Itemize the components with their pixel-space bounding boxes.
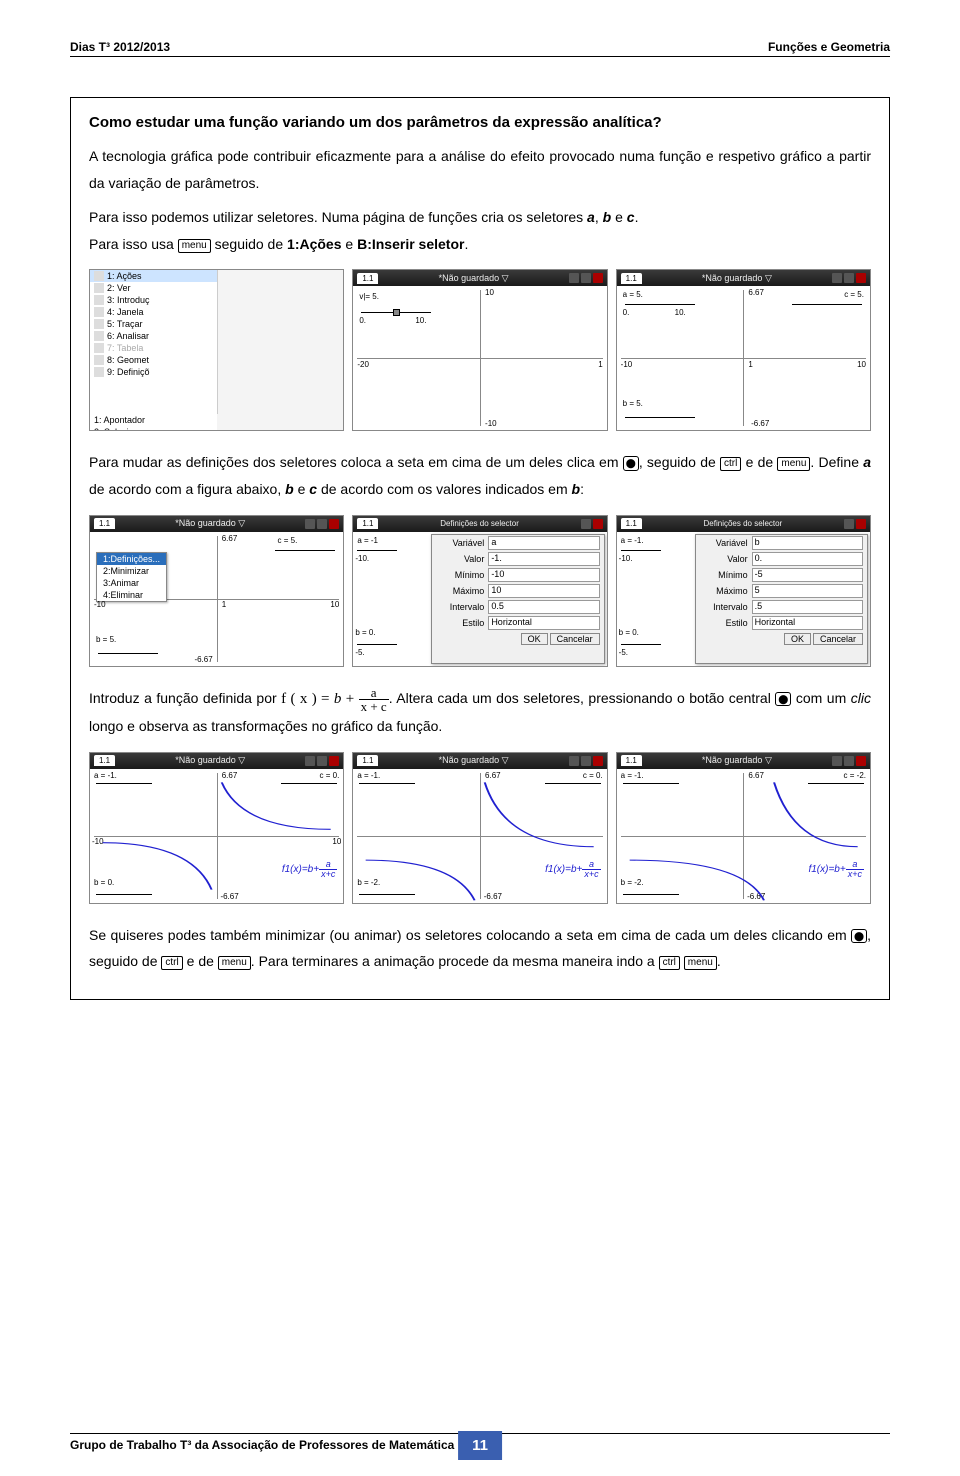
- close-icon[interactable]: [329, 756, 339, 766]
- equation: f ( x ) = b + ax + c: [281, 691, 389, 707]
- click-icon: ⬤: [851, 929, 867, 944]
- page-footer: Grupo de Trabalho T³ da Associação de Pr…: [70, 1433, 890, 1452]
- click-icon: ⬤: [623, 456, 639, 471]
- screenshot-row-3: 1.1 *Não guardado ▽ a = -1. c = 0. b = 0…: [89, 752, 871, 904]
- menu-key: menu: [684, 956, 717, 970]
- menu-item[interactable]: 5: Traçar: [90, 318, 217, 330]
- graph-area[interactable]: a = -1. c = -2. b = -2. 6.67 -6.67 f1(x)…: [617, 769, 870, 903]
- style-select[interactable]: Horizontal: [488, 616, 599, 630]
- context-menu: 1:Definições... 2:Minimizar 3:Animar 4:E…: [96, 552, 167, 602]
- close-icon[interactable]: [593, 273, 603, 283]
- menu-key: menu: [218, 956, 251, 970]
- screenshot-dialog-b: 1.1 Definições do selector a = -1. -10. …: [616, 515, 871, 667]
- ok-button[interactable]: OK: [521, 633, 548, 645]
- window-titlebar: 1.1 *Não guardado ▽: [353, 270, 606, 286]
- screenshot-menu: 1: Ações 2: Ver 3: Introduç 4: Janela 5:…: [89, 269, 344, 431]
- graph-area: a = -1. -10. b = 0. -5. Variávelb Valor0…: [617, 532, 870, 666]
- menu-key: menu: [178, 239, 211, 253]
- close-icon[interactable]: [593, 519, 603, 529]
- min-input[interactable]: -5: [752, 568, 863, 582]
- close-icon[interactable]: [856, 273, 866, 283]
- graph-area[interactable]: 1:Definições... 2:Minimizar 3:Animar 4:E…: [90, 532, 343, 666]
- menu-right-col: 1: Apontador 2: Selecionar 3: Ocultar/Mo…: [90, 414, 217, 431]
- max-input[interactable]: 5: [752, 584, 863, 598]
- graph-area[interactable]: a = -1. c = 0. b = -2. 6.67 -6.67 f1(x)=…: [353, 769, 606, 903]
- value-input[interactable]: 0.: [752, 552, 863, 566]
- interval-input[interactable]: .5: [752, 600, 863, 614]
- close-icon[interactable]: [856, 756, 866, 766]
- context-menu-item[interactable]: 2:Minimizar: [97, 565, 166, 577]
- menu-item[interactable]: 7: Tabela: [90, 342, 217, 354]
- value-input[interactable]: -1.: [488, 552, 599, 566]
- graph-area[interactable]: a = 5. 0. 10. c = 5. b = 5. 6.67 -6.67 -…: [617, 286, 870, 430]
- ok-button[interactable]: OK: [784, 633, 811, 645]
- context-menu-item[interactable]: 1:Definições...: [97, 553, 166, 565]
- close-icon[interactable]: [329, 519, 339, 529]
- interval-input[interactable]: 0.5: [488, 600, 599, 614]
- paragraph-5: Se quiseres podes também minimizar (ou a…: [89, 922, 871, 975]
- ctrl-key: ctrl: [161, 956, 182, 970]
- screenshot-graph-2: 1.1 *Não guardado ▽ a = -1. c = 0. b = -…: [352, 752, 607, 904]
- menu-item[interactable]: 3: Introduç: [90, 294, 217, 306]
- context-menu-item[interactable]: 3:Animar: [97, 577, 166, 589]
- screenshot-row-1: 1: Ações 2: Ver 3: Introduç 4: Janela 5:…: [89, 269, 871, 431]
- page-header: Dias T³ 2012/2013 Funções e Geometria: [70, 40, 890, 57]
- menu-item[interactable]: 6: Analisar: [90, 330, 217, 342]
- graph-area[interactable]: a = -1. c = 0. b = 0. 6.67 -6.67 -10 10 …: [90, 769, 343, 903]
- close-icon[interactable]: [856, 519, 866, 529]
- window-titlebar: 1.1 Definições do selector: [353, 516, 606, 532]
- menu-item[interactable]: 4: Janela: [90, 306, 217, 318]
- ctrl-key: ctrl: [659, 956, 680, 970]
- screenshot-row-2: 1.1 *Não guardado ▽ 1:Definições... 2:Mi…: [89, 515, 871, 667]
- header-left: Dias T³ 2012/2013: [70, 40, 170, 54]
- submenu-item[interactable]: 1: Apontador: [90, 414, 217, 426]
- menu-item[interactable]: 1: Ações: [90, 270, 217, 282]
- screenshot-single-slider: 1.1 *Não guardado ▽ v|= 5. 0. 10. 10 -10…: [352, 269, 607, 431]
- screenshot-context-menu: 1.1 *Não guardado ▽ 1:Definições... 2:Mi…: [89, 515, 344, 667]
- section-title: Como estudar uma função variando um dos …: [89, 114, 871, 131]
- close-icon[interactable]: [593, 756, 603, 766]
- context-menu-item[interactable]: 4:Eliminar: [97, 589, 166, 601]
- window-titlebar: 1.1 *Não guardado ▽: [90, 753, 343, 769]
- screenshot-graph-1: 1.1 *Não guardado ▽ a = -1. c = 0. b = 0…: [89, 752, 344, 904]
- click-icon: ⬤: [775, 692, 791, 707]
- screenshot-dialog-a: 1.1 Definições do selector a = -1 -10. b…: [352, 515, 607, 667]
- cancel-button[interactable]: Cancelar: [550, 633, 600, 645]
- var-input[interactable]: b: [752, 536, 863, 550]
- screenshot-graph-3: 1.1 *Não guardado ▽ a = -1. c = -2. b = …: [616, 752, 871, 904]
- menu-item[interactable]: 9: Definiçõ: [90, 366, 217, 378]
- graph-area: a = -1 -10. b = 0. -5. Variávela Valor-1…: [353, 532, 606, 666]
- paragraph-1: A tecnologia gráfica pode contribuir efi…: [89, 143, 871, 196]
- paragraph-3: Para mudar as definições dos seletores c…: [89, 449, 871, 502]
- content-box: Como estudar uma função variando um dos …: [70, 97, 890, 1000]
- min-input[interactable]: -10: [488, 568, 599, 582]
- var-input[interactable]: a: [488, 536, 599, 550]
- window-titlebar: 1.1 *Não guardado ▽: [353, 753, 606, 769]
- graph-area[interactable]: v|= 5. 0. 10. 10 -10 -20 1: [353, 286, 606, 430]
- cancel-button[interactable]: Cancelar: [813, 633, 863, 645]
- submenu-item[interactable]: 2: Selecionar: [90, 426, 217, 431]
- window-titlebar: 1.1 Definições do selector: [617, 516, 870, 532]
- window-titlebar: 1.1 *Não guardado ▽: [617, 753, 870, 769]
- menu-item[interactable]: 8: Geomet: [90, 354, 217, 366]
- window-titlebar: 1.1 *Não guardado ▽: [617, 270, 870, 286]
- max-input[interactable]: 10: [488, 584, 599, 598]
- page-number: 11: [458, 1431, 502, 1460]
- paragraph-4: Introduz a função definida por f ( x ) =…: [89, 685, 871, 740]
- menu-left-col: 1: Ações 2: Ver 3: Introduç 4: Janela 5:…: [90, 270, 218, 414]
- style-select[interactable]: Horizontal: [752, 616, 863, 630]
- footer-text: Grupo de Trabalho T³ da Associação de Pr…: [70, 1438, 454, 1452]
- menu-key: menu: [777, 457, 810, 471]
- header-right: Funções e Geometria: [768, 40, 890, 54]
- screenshot-three-sliders: 1.1 *Não guardado ▽ a = 5. 0. 10. c = 5.…: [616, 269, 871, 431]
- paragraph-2: Para isso podemos utilizar seletores. Nu…: [89, 204, 871, 257]
- ctrl-key: ctrl: [720, 457, 741, 471]
- menu-item[interactable]: 2: Ver: [90, 282, 217, 294]
- window-titlebar: 1.1 *Não guardado ▽: [90, 516, 343, 532]
